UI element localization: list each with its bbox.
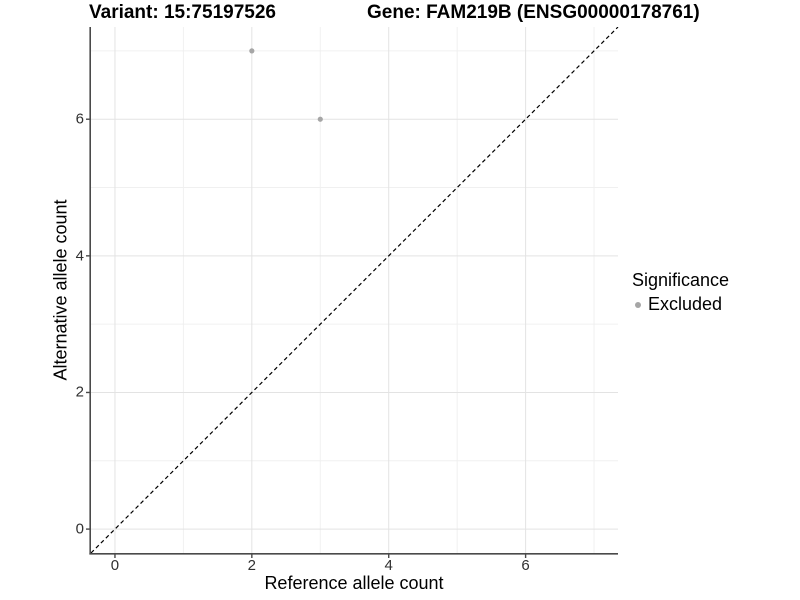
data-point [249, 48, 255, 54]
plot-title-variant: Variant: 15:75197526 [89, 2, 276, 23]
x-tick-label: 2 [247, 557, 256, 574]
legend-title: Significance [632, 270, 730, 290]
data-point [317, 116, 323, 122]
y-tick-label: 0 [75, 520, 84, 538]
identity-diagonal-line [90, 27, 619, 554]
excluded-point-icon [635, 301, 641, 308]
legend-item-excluded: Excluded [632, 294, 729, 315]
y-axis-title: Alternative allele count [50, 199, 71, 381]
y-tick-label: 2 [75, 383, 84, 401]
y-tick-label: 4 [75, 247, 84, 265]
x-tick-label: 0 [110, 557, 120, 574]
legend: Significance Excluded [632, 270, 729, 315]
legend-item-label: Excluded [648, 294, 723, 314]
x-tick-label: 4 [384, 557, 393, 574]
plot-title-gene: Gene: FAM219B (ENSG00000178761) [367, 2, 700, 23]
plot-panel [86, 27, 619, 558]
x-tick-label: 6 [521, 557, 530, 574]
x-axis-title: Reference allele count [264, 573, 444, 593]
y-tick-label: 6 [75, 110, 84, 128]
